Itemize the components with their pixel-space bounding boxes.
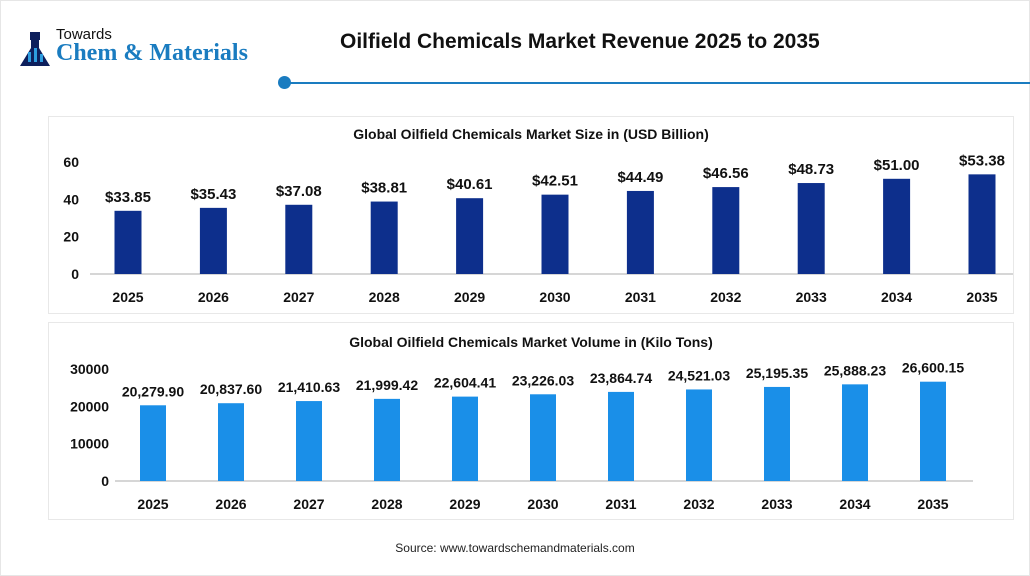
bar bbox=[285, 204, 313, 274]
x-tick-label: 2025 bbox=[112, 289, 143, 305]
data-label: 25,195.35 bbox=[746, 365, 808, 381]
bar bbox=[199, 207, 227, 274]
bar bbox=[712, 187, 740, 274]
rule-dot bbox=[278, 76, 291, 89]
data-label: $38.81 bbox=[361, 180, 407, 197]
data-label: 21,410.63 bbox=[278, 379, 340, 395]
bar bbox=[452, 396, 478, 481]
data-label: $44.49 bbox=[617, 169, 663, 186]
data-label: 24,521.03 bbox=[668, 367, 730, 383]
y-tick-label: 40 bbox=[63, 191, 79, 207]
x-tick-label: 2028 bbox=[371, 496, 402, 512]
bar bbox=[374, 398, 400, 481]
bar bbox=[140, 405, 166, 481]
data-label: $48.73 bbox=[788, 161, 834, 178]
y-tick-label: 20000 bbox=[70, 398, 109, 414]
x-tick-label: 2032 bbox=[710, 289, 741, 305]
page-title: Oilfield Chemicals Market Revenue 2025 t… bbox=[340, 30, 820, 53]
chart-title: Global Oilfield Chemicals Market Size in… bbox=[353, 126, 709, 142]
data-label: $42.51 bbox=[532, 173, 578, 190]
x-tick-label: 2029 bbox=[454, 289, 485, 305]
bar bbox=[920, 381, 946, 481]
bar bbox=[883, 178, 911, 274]
data-label: $51.00 bbox=[874, 157, 920, 174]
bar bbox=[530, 394, 556, 481]
data-label: 23,864.74 bbox=[590, 370, 652, 386]
x-tick-label: 2034 bbox=[881, 289, 912, 305]
bar bbox=[456, 198, 484, 274]
flask-icon bbox=[20, 32, 50, 66]
x-tick-label: 2027 bbox=[293, 496, 324, 512]
y-tick-label: 0 bbox=[71, 266, 79, 282]
data-label: 20,279.90 bbox=[122, 383, 184, 399]
x-tick-label: 2030 bbox=[527, 496, 558, 512]
chart-title: Global Oilfield Chemicals Market Volume … bbox=[349, 334, 713, 350]
data-label: 21,999.42 bbox=[356, 377, 418, 393]
x-tick-label: 2026 bbox=[215, 496, 246, 512]
data-label: $40.61 bbox=[447, 176, 493, 193]
bar bbox=[842, 384, 868, 481]
x-tick-label: 2033 bbox=[761, 496, 792, 512]
data-label: $35.43 bbox=[190, 186, 236, 203]
bar bbox=[968, 174, 996, 274]
x-tick-label: 2029 bbox=[449, 496, 480, 512]
x-tick-label: 2028 bbox=[369, 289, 400, 305]
bar bbox=[608, 391, 634, 481]
chart-panel-size: Global Oilfield Chemicals Market Size in… bbox=[48, 116, 1022, 314]
bar bbox=[370, 201, 398, 274]
data-label: 20,837.60 bbox=[200, 381, 262, 397]
chart-volume: Global Oilfield Chemicals Market Volume … bbox=[70, 334, 973, 512]
bar bbox=[218, 403, 244, 481]
source-note: Source: www.towardschemandmaterials.com bbox=[395, 541, 635, 555]
logo-line1: Towards bbox=[56, 26, 112, 43]
x-tick-label: 2025 bbox=[137, 496, 168, 512]
x-tick-label: 2033 bbox=[796, 289, 827, 305]
bar bbox=[541, 194, 569, 274]
bar bbox=[626, 190, 654, 274]
data-label: $53.38 bbox=[959, 152, 1005, 169]
x-tick-label: 2030 bbox=[539, 289, 570, 305]
data-label: 22,604.41 bbox=[434, 375, 496, 391]
bar bbox=[114, 210, 142, 274]
y-tick-label: 0 bbox=[101, 473, 109, 489]
data-label: $46.56 bbox=[703, 165, 749, 182]
x-tick-label: 2035 bbox=[917, 496, 948, 512]
title-rule bbox=[290, 82, 1030, 84]
bar bbox=[797, 183, 825, 274]
y-tick-label: 10000 bbox=[70, 436, 109, 452]
logo-line2: Chem & Materials bbox=[56, 40, 248, 66]
y-tick-label: 30000 bbox=[70, 361, 109, 377]
x-tick-label: 2034 bbox=[839, 496, 870, 512]
x-tick-label: 2027 bbox=[283, 289, 314, 305]
data-label: 26,600.15 bbox=[902, 360, 964, 376]
x-tick-label: 2031 bbox=[625, 289, 656, 305]
x-tick-label: 2026 bbox=[198, 289, 229, 305]
data-label: $33.85 bbox=[105, 189, 151, 206]
y-tick-label: 20 bbox=[63, 229, 79, 245]
data-label: 23,226.03 bbox=[512, 372, 574, 388]
x-tick-label: 2032 bbox=[683, 496, 714, 512]
chart-size: Global Oilfield Chemicals Market Size in… bbox=[63, 126, 1022, 305]
bar bbox=[296, 401, 322, 481]
x-tick-label: 2035 bbox=[966, 289, 997, 305]
bar bbox=[764, 386, 790, 481]
data-label: $37.08 bbox=[276, 183, 322, 200]
chart-panel-volume: Global Oilfield Chemicals Market Volume … bbox=[48, 322, 1014, 520]
y-tick-label: 60 bbox=[63, 154, 79, 170]
data-label: 25,888.23 bbox=[824, 362, 886, 378]
bar bbox=[686, 389, 712, 481]
x-tick-label: 2031 bbox=[605, 496, 636, 512]
